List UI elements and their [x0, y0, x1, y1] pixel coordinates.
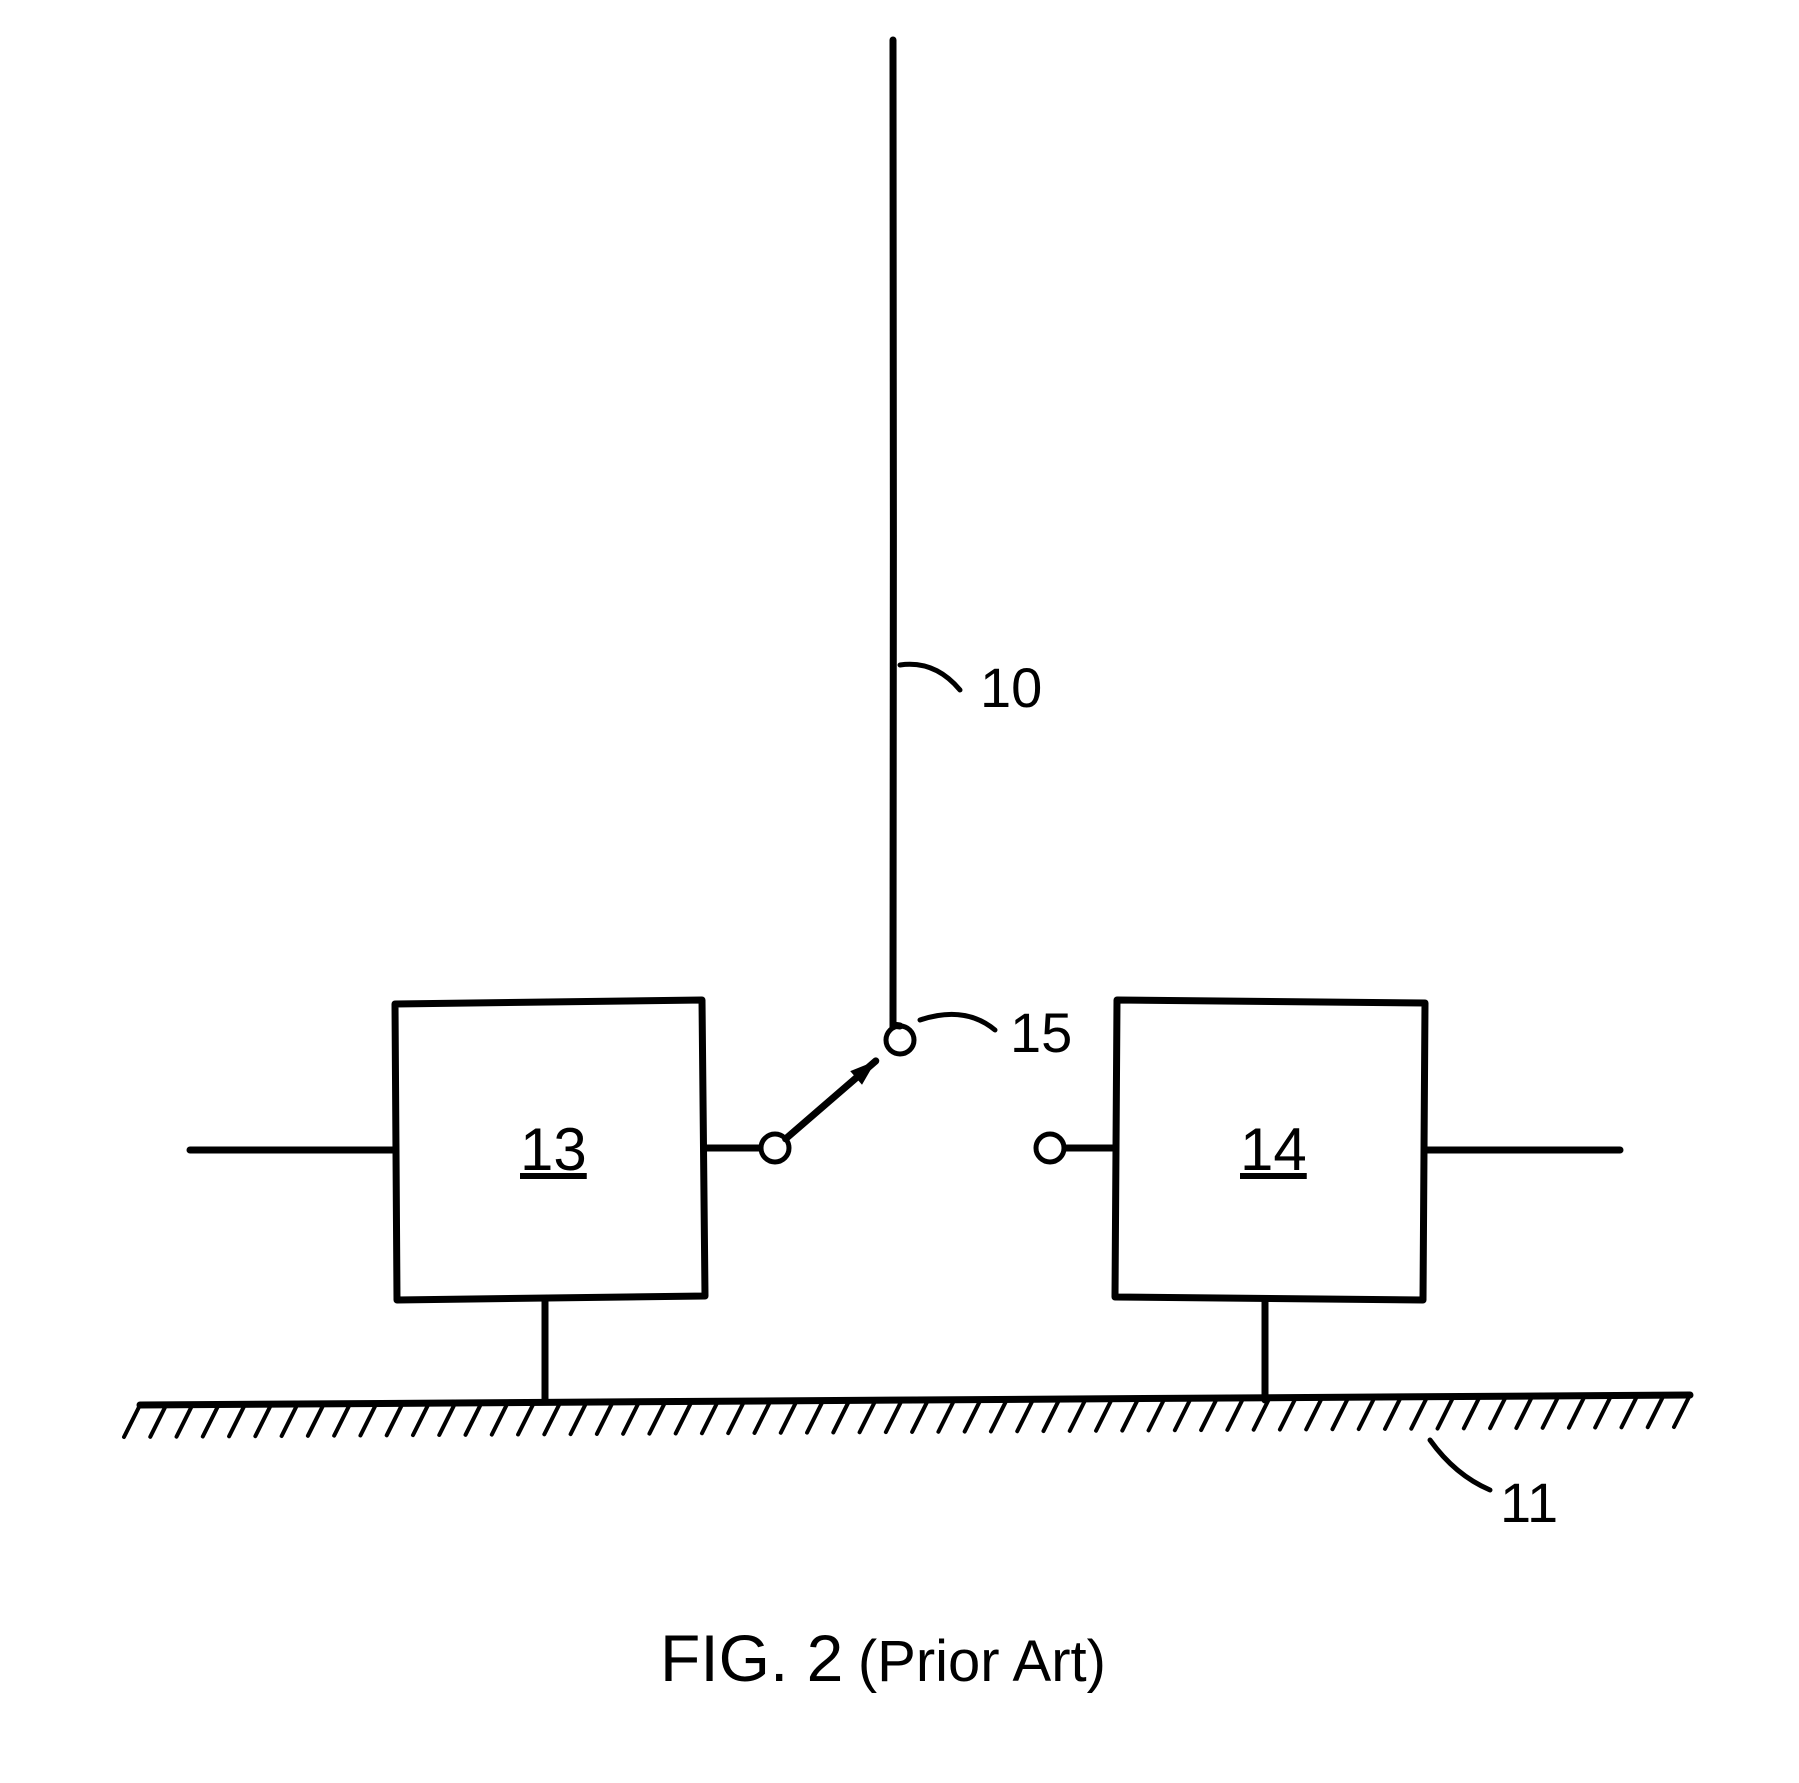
caption-sub: (Prior Art)	[858, 1629, 1106, 1694]
figure-canvas: 10 15 11 13 14 FIG. 2 (Prior Art)	[0, 0, 1799, 1783]
label-antenna: 10	[980, 655, 1042, 720]
label-ground: 11	[1500, 1470, 1558, 1535]
label-block-right: 14	[1240, 1115, 1307, 1184]
label-switch: 15	[1010, 1000, 1072, 1065]
caption-main: FIG. 2	[660, 1621, 843, 1695]
label-block-left: 13	[520, 1115, 587, 1184]
figure-caption: FIG. 2 (Prior Art)	[660, 1620, 1106, 1696]
